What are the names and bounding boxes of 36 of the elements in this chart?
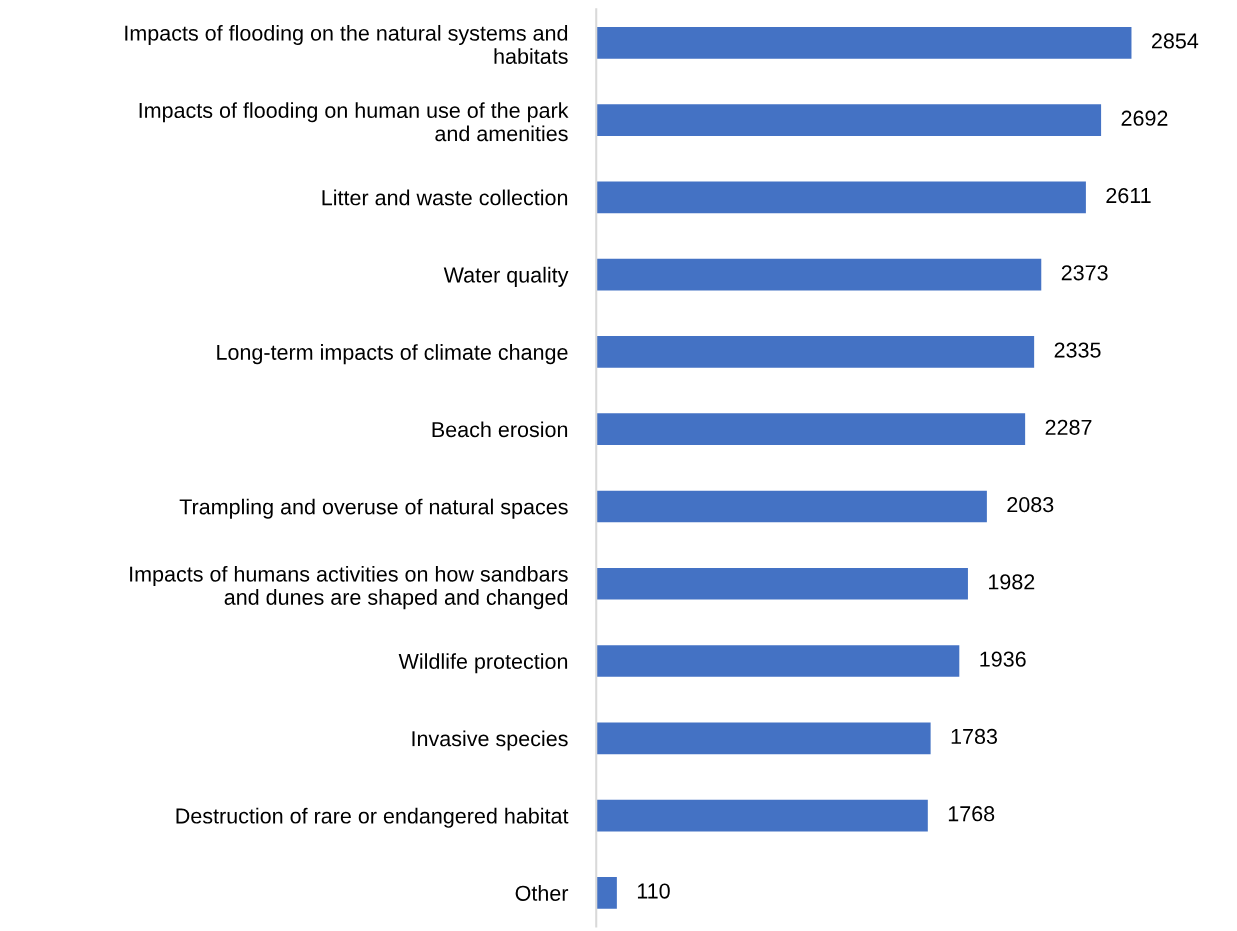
y-tick-label: Beach erosion (432, 421, 568, 438)
y-tick-label: Impacts of humans activities on how sandbars and dunes are shaped and changed (130, 565, 568, 610)
data-label: 1783 (951, 728, 998, 745)
bar (596, 413, 1026, 446)
bar (596, 722, 931, 755)
bar (596, 336, 1035, 368)
y-tick-label: Long-term impacts of climate change (217, 344, 568, 365)
bar (596, 567, 968, 600)
y-tick-label: Other (515, 885, 569, 901)
y-tick-label: Impacts of flooding on the natural systems and habitats (125, 24, 568, 64)
data-label: 2083 (1007, 497, 1054, 513)
bar (596, 258, 1042, 291)
data-label: 1936 (980, 651, 1026, 667)
y-tick-label: Invasive species (412, 730, 568, 751)
bar (596, 645, 960, 677)
bar (596, 181, 1086, 214)
y-tick-label: Water quality (443, 266, 569, 287)
data-label: 110 (637, 883, 670, 899)
y-tick-label: Destruction of rare or endangered habitat (176, 807, 569, 828)
data-label: 2335 (1054, 342, 1101, 358)
y-tick-label: Impacts of flooding on human use of the park and amenities (139, 102, 569, 142)
data-label: 1768 (948, 806, 995, 822)
data-label: 2692 (1121, 110, 1168, 126)
y-tick-label: Litter and waste collection (322, 189, 568, 206)
bar (596, 104, 1102, 136)
data-label: 2373 (1061, 265, 1108, 281)
data-label: 2611 (1106, 187, 1151, 204)
data-label: 1982 (989, 574, 1035, 590)
bar (596, 26, 1132, 59)
data-label: 2854 (1152, 33, 1199, 49)
data-label: 2287 (1045, 419, 1092, 435)
bar (596, 799, 928, 832)
y-tick-label: Trampling and overuse of natural spaces (179, 498, 568, 519)
bar (596, 877, 617, 909)
y-tick-label: Wildlife protection (398, 653, 568, 674)
bar (596, 490, 987, 523)
